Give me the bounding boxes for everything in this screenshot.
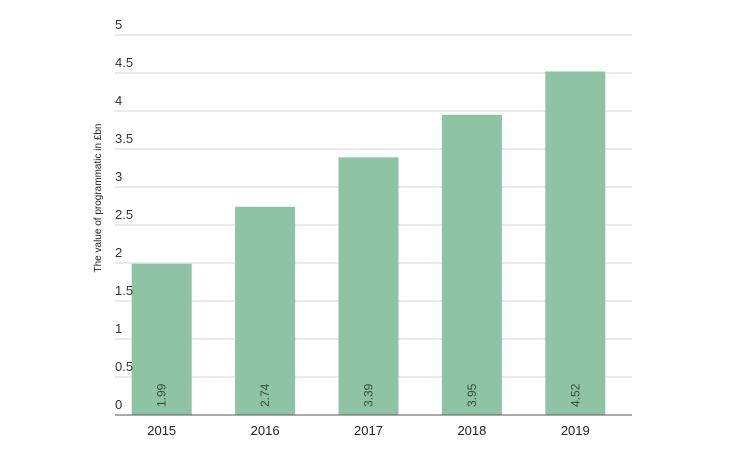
y-tick-label: 0 [115, 397, 122, 412]
bar-value-label: 2.74 [258, 383, 272, 407]
bar [131, 263, 192, 415]
bar [235, 206, 296, 415]
bar-value-labels: 1.99 2.74 3.39 3.95 4.52 [155, 383, 583, 407]
bar [545, 71, 606, 415]
x-tick-label: 2019 [561, 423, 590, 438]
y-tick-label: 2.5 [115, 207, 133, 222]
y-tick-label: 4.5 [115, 55, 133, 70]
x-tick-label: 2017 [354, 423, 383, 438]
bar [441, 114, 502, 416]
y-tick-label: 4 [115, 93, 122, 108]
y-tick-label: 0.5 [115, 359, 133, 374]
y-tick-label: 3 [115, 169, 122, 184]
y-tick-label: 2 [115, 245, 122, 260]
bar [338, 157, 399, 416]
y-axis-ticks: 0 0.5 1 1.5 2 2.5 3 3.5 4 4.5 5 [115, 17, 133, 412]
bar-value-label: 3.95 [465, 383, 479, 407]
bar-value-label: 1.99 [155, 383, 169, 407]
bars [131, 71, 606, 416]
x-axis-ticks: 2015 2016 2017 2018 2019 [147, 423, 590, 438]
x-tick-label: 2018 [457, 423, 486, 438]
y-tick-label: 1.5 [115, 283, 133, 298]
x-tick-label: 2015 [147, 423, 176, 438]
y-tick-label: 1 [115, 321, 122, 336]
bar-value-label: 3.39 [362, 383, 376, 407]
x-tick-label: 2016 [251, 423, 280, 438]
y-axis-label: The value of programmatic in £bn [93, 124, 104, 273]
bar-value-label: 4.52 [568, 383, 582, 407]
y-tick-label: 3.5 [115, 131, 133, 146]
y-tick-label: 5 [115, 17, 122, 32]
